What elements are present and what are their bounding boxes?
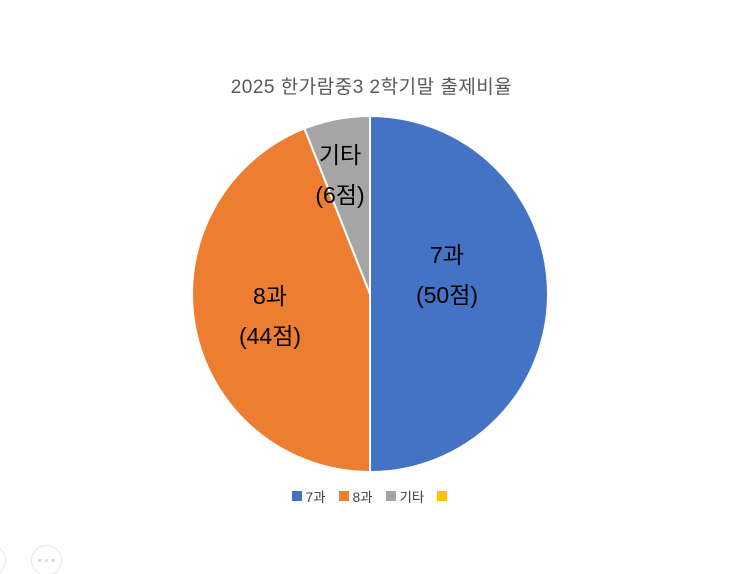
legend-swatch-yellow — [437, 491, 448, 501]
ellipsis-icon — [44, 558, 49, 563]
slice-label-gita-value: (6점) — [315, 182, 365, 208]
more-button[interactable] — [31, 545, 62, 574]
legend-item-gita: 기타 — [385, 486, 425, 506]
legend-swatch-gray — [385, 491, 396, 501]
legend-swatch-blue — [291, 491, 302, 501]
legend-swatch-orange — [338, 491, 349, 501]
slice-label-gita: 기타 (6점) — [315, 135, 364, 215]
slice-label-7gwa: 7과 (50점) — [416, 235, 478, 315]
chart-title: 2025 한가람중3 2학기말 출제비율 — [230, 77, 513, 98]
pie-slice-7과 — [369, 115, 549, 473]
ellipsis-icon — [38, 558, 42, 563]
floating-button-partial[interactable] — [0, 545, 6, 574]
legend-label-8gwa: 8과 — [352, 490, 373, 505]
slice-label-8gwa-value: (44점) — [238, 323, 302, 349]
chart-legend: 7과 8과 기타 — [0, 486, 743, 506]
slice-label-7gwa-name: 7과 — [430, 242, 464, 268]
slice-label-8gwa-name: 8과 — [253, 283, 287, 309]
legend-item-empty — [437, 491, 451, 501]
pie-slice-8과 — [191, 127, 371, 473]
pie-slice-기타 — [303, 115, 371, 295]
pie-chart — [191, 115, 549, 473]
legend-label-gita: 기타 — [399, 490, 425, 505]
legend-item-7gwa: 7과 — [291, 486, 326, 506]
legend-label-7gwa: 7과 — [305, 490, 326, 505]
slice-label-7gwa-value: (50점) — [415, 282, 479, 308]
slice-label-gita-name: 기타 — [318, 142, 362, 168]
slice-label-8gwa: 8과 (44점) — [239, 276, 301, 356]
ellipsis-icon — [51, 558, 55, 563]
legend-item-8gwa: 8과 — [338, 486, 373, 506]
